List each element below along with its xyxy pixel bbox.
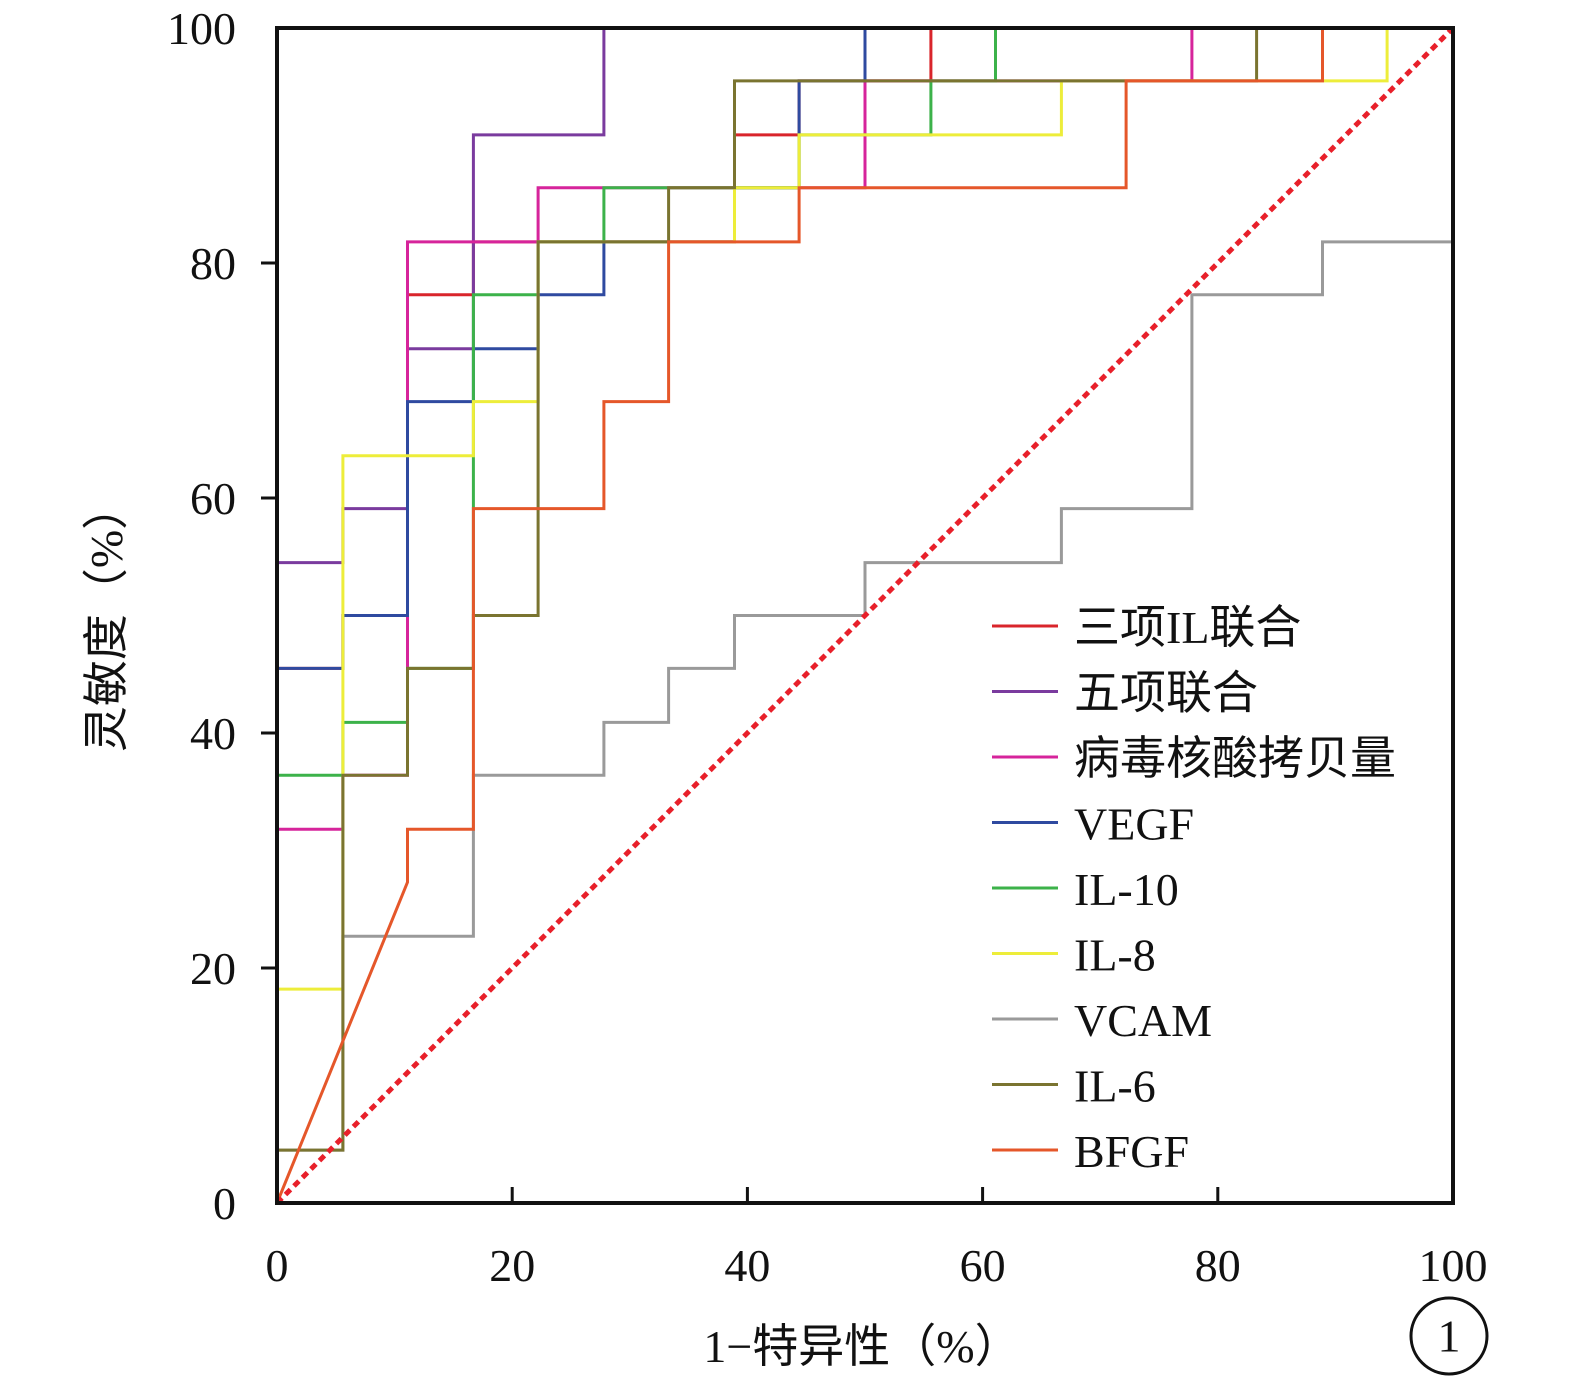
series-layer [275, 26, 1453, 1204]
series-line-7 [275, 26, 1453, 1203]
x-tick-label: 40 [724, 1240, 770, 1291]
y-tick-label: 20 [190, 943, 236, 994]
x-tick-label: 0 [266, 1240, 289, 1291]
x-tick-label: 20 [489, 1240, 535, 1291]
reference-layer [275, 26, 1455, 1205]
legend-label-4: IL-10 [1074, 864, 1179, 915]
series-line-6 [275, 240, 1453, 1203]
panel-number-circle [1409, 1296, 1489, 1376]
legend-label-7: IL-6 [1074, 1061, 1156, 1112]
legend-label-8: BFGF [1074, 1126, 1189, 1177]
y-tick-label: 0 [213, 1178, 236, 1229]
legend-label-6: VCAM [1074, 995, 1212, 1046]
axis-ticks: 0 20 40 60 80 100 0 20 40 60 80 100 [167, 3, 1488, 1291]
series-line-8 [275, 26, 1453, 1204]
y-tick-label: 100 [167, 3, 236, 54]
legend-label-2: 病毒核酸拷贝量 [1074, 733, 1396, 784]
legend-label-5: IL-8 [1074, 930, 1156, 981]
reference-diagonal [275, 26, 1455, 1205]
x-tick-label: 60 [960, 1240, 1006, 1291]
legend-label-0: 三项IL联合 [1074, 602, 1301, 653]
y-axis-title: 灵敏度（%） [81, 484, 132, 752]
panel-number-badge: 1 [1409, 1296, 1489, 1376]
panel-number: 1 [1438, 1311, 1461, 1362]
x-tick-label: 100 [1419, 1240, 1488, 1291]
y-tick-label: 80 [190, 238, 236, 289]
y-tick-label: 60 [190, 473, 236, 524]
x-tick-label: 80 [1195, 1240, 1241, 1291]
y-tick-label: 40 [190, 708, 236, 759]
x-axis-title: 1−特异性（%） [703, 1321, 1020, 1372]
plot-area-frame [275, 26, 1455, 1205]
legend-label-3: VEGF [1074, 799, 1194, 850]
legend-label-1: 五项联合 [1074, 668, 1258, 719]
